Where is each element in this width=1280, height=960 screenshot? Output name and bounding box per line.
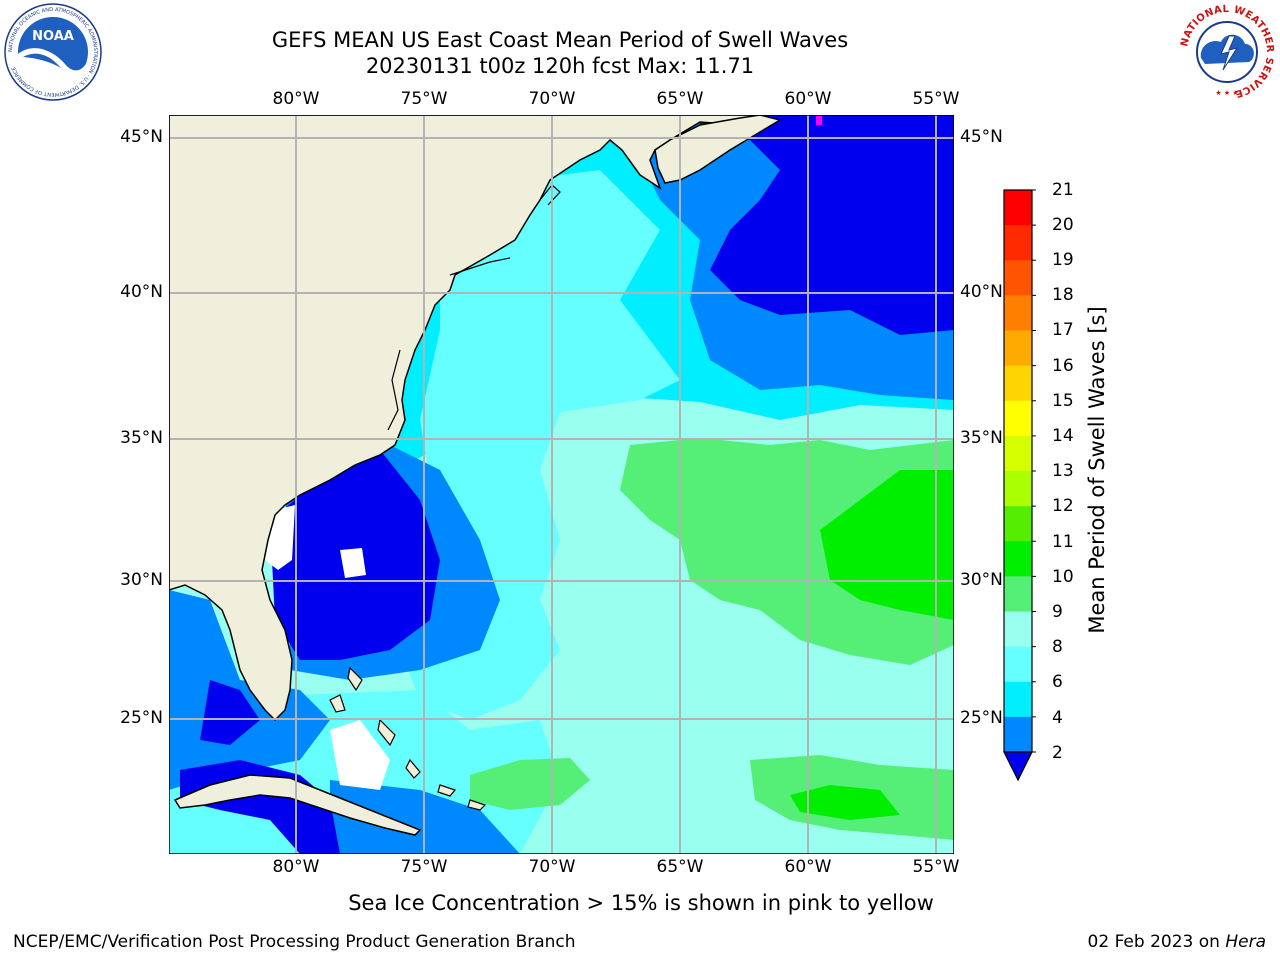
colorbar-tick-20: 20 (1052, 215, 1074, 235)
land-bahamas-2 (347, 666, 363, 692)
land-bahamas-6 (467, 799, 487, 811)
colorbar (1003, 189, 1036, 782)
colorbar-segment (1004, 506, 1032, 542)
colorbar-tick-9: 9 (1052, 602, 1063, 622)
lon-label-top-60w: 60°W (784, 89, 832, 109)
colorbar-segment (1004, 260, 1032, 296)
footer-date: 02 Feb 2023 on Hera (1088, 932, 1266, 952)
lat-label-left-30n: 30°N (120, 570, 163, 590)
lon-label-bottom-60w: 60°W (784, 857, 832, 877)
lon-label-bottom-70w: 70°W (528, 857, 576, 877)
colorbar-tick-17: 17 (1052, 320, 1074, 340)
colorbar-tick-14: 14 (1052, 426, 1074, 446)
colorbar-segment (1004, 400, 1032, 437)
noaa-logo: NATIONAL OCEANIC AND ATMOSPHERIC ADMINIS… (4, 3, 102, 101)
swell-deepblue-northeast (700, 115, 954, 335)
land-nova-scotia (654, 115, 782, 184)
colorbar-tick-11: 11 (1052, 532, 1074, 552)
lon-label-top-75w: 75°W (400, 89, 448, 109)
lon-label-bottom-80w: 80°W (272, 857, 320, 877)
lat-label-right-25n: 25°N (960, 708, 1003, 728)
nws-logo: NATIONAL WEATHER SERVICE ★ ★ ★ (1179, 4, 1275, 100)
colorbar-tick-2: 2 (1052, 743, 1063, 763)
sea-ice-note: Sea Ice Concentration > 15% is shown in … (348, 891, 934, 915)
colorbar-segment (1004, 716, 1032, 753)
nws-stars-icon: ★ ★ ★ (1215, 89, 1238, 97)
chart-subtitle: 20230131 t00z 120h fcst Max: 11.71 (365, 54, 755, 78)
colorbar-segment (1004, 541, 1032, 577)
colorbar-segment (1004, 681, 1032, 718)
map-panel (169, 115, 954, 854)
land-bahamas-4 (405, 758, 421, 779)
land-bahamas-1 (329, 694, 346, 713)
lon-label-top-55w: 55°W (912, 89, 960, 109)
lon-label-top-65w: 65°W (656, 89, 704, 109)
lat-label-right-45n: 45°N (960, 127, 1003, 147)
lon-label-bottom-55w: 55°W (912, 857, 960, 877)
colorbar-extend-arrow (1003, 751, 1033, 782)
colorbar-tick-10: 10 (1052, 567, 1074, 587)
lat-label-right-40n: 40°N (960, 282, 1003, 302)
lat-label-left-40n: 40°N (120, 282, 163, 302)
colorbar-tick-6: 6 (1052, 672, 1063, 692)
footer-machine: Hera (1225, 932, 1266, 952)
footer-date-text: 02 Feb 2023 on (1087, 932, 1220, 952)
nodata-patch-florida (265, 505, 295, 570)
colorbar-segment (1004, 471, 1032, 507)
colorbar-segment (1004, 190, 1032, 226)
land-cuba (173, 774, 422, 836)
colorbar-segment (1004, 330, 1032, 367)
colorbar-segment (1004, 576, 1032, 612)
lon-label-top-80w: 80°W (272, 89, 320, 109)
sea-ice-mark (816, 116, 822, 125)
lat-label-left-35n: 35°N (120, 428, 163, 448)
colorbar-tick-15: 15 (1052, 391, 1074, 411)
colorbar-segment (1004, 295, 1032, 331)
colorbar-segment (1004, 646, 1032, 683)
footer-credit: NCEP/EMC/Verification Post Processing Pr… (13, 932, 576, 952)
colorbar-segment (1004, 435, 1032, 472)
swell-brightgreen-south (790, 785, 900, 820)
swell-deepblue-gulf (200, 680, 260, 745)
chart-title: GEFS MEAN US East Coast Mean Period of S… (271, 28, 849, 52)
land-bahamas-3 (377, 718, 396, 747)
lat-label-left-25n: 25°N (120, 708, 163, 728)
land-us-east-coast (169, 115, 761, 722)
lat-label-right-30n: 30°N (960, 570, 1003, 590)
lat-label-right-35n: 35°N (960, 428, 1003, 448)
coast-chesapeake (387, 349, 401, 431)
nodata-patch-bahamas (330, 720, 390, 790)
lon-label-top-70w: 70°W (528, 89, 576, 109)
colorbar-tick-12: 12 (1052, 496, 1074, 516)
colorbar-tick-18: 18 (1052, 285, 1074, 305)
colorbar-segment (1004, 365, 1032, 402)
lon-label-bottom-65w: 65°W (656, 857, 704, 877)
colorbar-tick-4: 4 (1052, 708, 1063, 728)
colorbar-tick-16: 16 (1052, 356, 1074, 376)
nodata-patch-sea (340, 548, 366, 578)
swell-green-south1 (470, 758, 590, 810)
colorbar-tick-19: 19 (1052, 250, 1074, 270)
lon-label-bottom-75w: 75°W (400, 857, 448, 877)
coast-longisland (449, 257, 511, 276)
swell-brightgreen-east (820, 470, 954, 620)
noaa-logo-text: NOAA (32, 29, 74, 44)
colorbar-tick-21: 21 (1052, 180, 1074, 200)
colorbar-segment (1004, 611, 1032, 648)
colorbar-title: Mean Period of Swell Waves [s] (1085, 306, 1109, 634)
colorbar-tick-13: 13 (1052, 461, 1074, 481)
land-bahamas-5 (437, 784, 457, 797)
graticule (169, 115, 954, 854)
lat-label-left-45n: 45°N (120, 127, 163, 147)
colorbar-tick-8: 8 (1052, 637, 1063, 657)
coast-capecod (539, 184, 561, 206)
colorbar-segment (1004, 225, 1032, 261)
